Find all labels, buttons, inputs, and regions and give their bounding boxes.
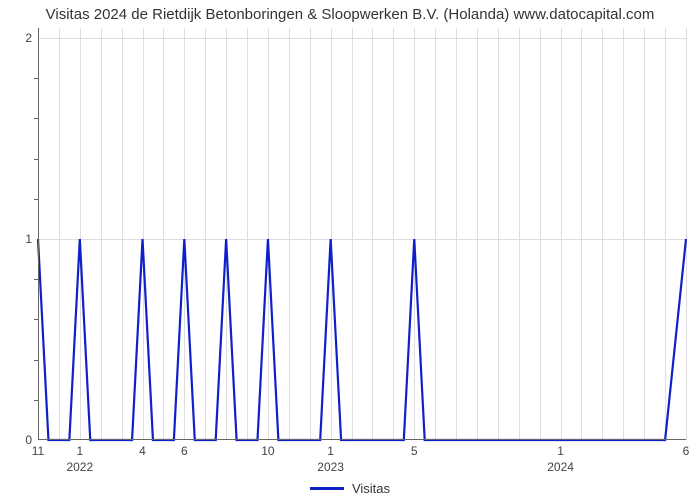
x-axis-tick-label: 4 <box>139 440 146 458</box>
x-axis-tick-label: 6 <box>683 440 690 458</box>
y-axis-tick-label: 1 <box>25 232 38 246</box>
x-axis-year-label: 2022 <box>66 440 93 474</box>
gridline-vertical <box>686 28 687 440</box>
x-axis-tick-label: 6 <box>181 440 188 458</box>
series-line-visitas <box>38 239 686 440</box>
chart-legend: Visitas <box>310 481 390 496</box>
x-axis-tick-label: 10 <box>261 440 274 458</box>
x-axis-year-label: 2023 <box>317 440 344 474</box>
chart-title: Visitas 2024 de Rietdijk Betonboringen &… <box>0 6 700 23</box>
y-axis-tick-label: 2 <box>25 31 38 45</box>
chart-line-layer <box>38 28 686 440</box>
legend-swatch <box>310 487 344 490</box>
chart-plot-area: 01211146101516202220232024 <box>38 28 686 440</box>
x-axis-tick-label: 5 <box>411 440 418 458</box>
x-axis-year-label: 2024 <box>547 440 574 474</box>
x-axis-tick-label: 11 <box>32 440 44 458</box>
visits-chart: Visitas 2024 de Rietdijk Betonboringen &… <box>0 0 700 500</box>
legend-label: Visitas <box>352 481 390 496</box>
